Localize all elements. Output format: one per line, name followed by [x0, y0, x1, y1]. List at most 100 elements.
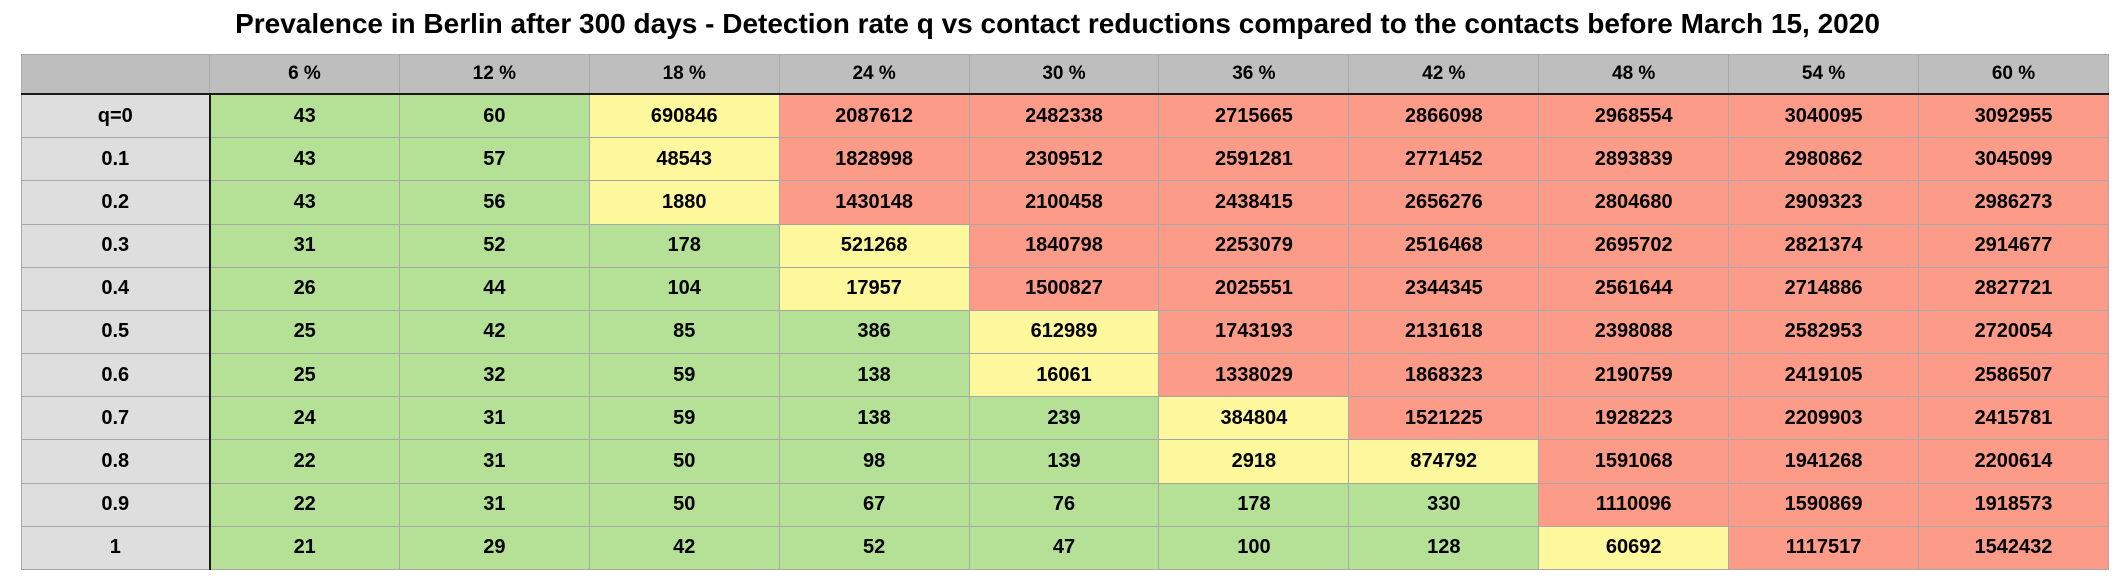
- data-cell: 2482338: [968, 93, 1160, 139]
- data-cell: 2582953: [1728, 309, 1920, 355]
- data-cell: 104: [588, 266, 780, 311]
- row-header: 0.8: [21, 439, 211, 484]
- data-cell: 178: [588, 223, 780, 268]
- data-cell: 2253079: [1158, 223, 1350, 268]
- table-row: 0.7 24 31 59 138 239 384804 1521225 1928223 22099…: [21, 396, 2109, 441]
- table-body: q=0 43 60 690846 2087612 2482338 2715665 286609…: [21, 93, 2109, 571]
- data-cell: 98: [778, 439, 970, 484]
- table-row: 1 21 29 42 52 47 100 128 60692 1117517 1542432: [21, 525, 2109, 571]
- data-cell: 330: [1348, 482, 1540, 527]
- data-cell: 50: [588, 439, 780, 484]
- data-cell: 43: [209, 180, 400, 225]
- column-header: 48 %: [1538, 54, 1730, 95]
- data-cell: 1928223: [1538, 396, 1730, 441]
- data-cell: 59: [588, 353, 780, 398]
- data-cell: 239: [968, 396, 1160, 441]
- data-cell: 2131618: [1348, 309, 1540, 355]
- data-cell: 128: [1348, 525, 1540, 571]
- row-header: 0.1: [21, 137, 211, 182]
- data-cell: 690846: [588, 93, 780, 139]
- data-cell: 2415781: [1918, 396, 2109, 441]
- column-header: 42 %: [1348, 54, 1540, 95]
- data-cell: 2968554: [1538, 93, 1730, 139]
- column-header: 18 %: [588, 54, 780, 95]
- data-cell: 2309512: [968, 137, 1160, 182]
- data-cell: 2656276: [1348, 180, 1540, 225]
- data-cell: 612989: [968, 309, 1160, 355]
- data-cell: 1110096: [1538, 482, 1730, 527]
- data-cell: 1430148: [778, 180, 970, 225]
- data-cell: 59: [588, 396, 780, 441]
- data-cell: 138: [778, 353, 970, 398]
- data-cell: 386: [778, 309, 970, 355]
- corner-cell: [21, 54, 210, 95]
- data-cell: 31: [398, 396, 590, 441]
- data-cell: 67: [778, 482, 970, 527]
- data-cell: 2561644: [1538, 266, 1730, 311]
- data-cell: 42: [398, 309, 590, 355]
- data-cell: 24: [209, 396, 400, 441]
- table-row: 0.8 22 31 50 98 139 2918 874792 1591068 1941268 22…: [21, 439, 2109, 484]
- column-header: 60 %: [1918, 54, 2109, 95]
- data-cell: 2804680: [1538, 180, 1730, 225]
- data-cell: 22: [209, 482, 400, 527]
- data-cell: 2715665: [1158, 93, 1350, 139]
- data-cell: 3092955: [1918, 93, 2109, 139]
- data-cell: 2591281: [1158, 137, 1350, 182]
- data-cell: 26: [209, 266, 400, 311]
- row-header: q=0: [21, 93, 211, 139]
- column-header: 12 %: [398, 54, 590, 95]
- data-cell: 178: [1158, 482, 1350, 527]
- data-cell: 2720054: [1918, 309, 2109, 355]
- data-cell: 2893839: [1538, 137, 1730, 182]
- data-cell: 60: [398, 93, 590, 139]
- data-cell: 1743193: [1158, 309, 1350, 355]
- data-cell: 32: [398, 353, 590, 398]
- data-cell: 57: [398, 137, 590, 182]
- data-cell: 21: [209, 525, 400, 571]
- data-cell: 874792: [1348, 439, 1540, 484]
- data-cell: 50: [588, 482, 780, 527]
- data-cell: 2918: [1158, 439, 1350, 484]
- row-header: 0.2: [21, 180, 211, 225]
- data-cell: 31: [398, 482, 590, 527]
- data-cell: 1941268: [1728, 439, 1920, 484]
- data-cell: 2909323: [1728, 180, 1920, 225]
- data-cell: 2771452: [1348, 137, 1540, 182]
- data-cell: 31: [398, 439, 590, 484]
- data-cell: 25: [209, 353, 400, 398]
- table-row: 0.5 25 42 85 386 612989 1743193 2131618 2398088 2…: [21, 309, 2109, 355]
- data-cell: 29: [398, 525, 590, 571]
- data-cell: 76: [968, 482, 1160, 527]
- table-row: 0.2 43 56 1880 1430148 2100458 2438415 2656276 2…: [21, 180, 2109, 225]
- data-cell: 2025551: [1158, 266, 1350, 311]
- data-cell: 22: [209, 439, 400, 484]
- column-header: 6 %: [209, 54, 400, 95]
- data-cell: 1117517: [1728, 525, 1920, 571]
- data-cell: 2398088: [1538, 309, 1730, 355]
- column-header: 54 %: [1728, 54, 1920, 95]
- data-cell: 2190759: [1538, 353, 1730, 398]
- data-cell: 2087612: [778, 93, 970, 139]
- data-cell: 100: [1158, 525, 1350, 571]
- data-cell: 1918573: [1918, 482, 2109, 527]
- data-cell: 2714886: [1728, 266, 1920, 311]
- data-cell: 2827721: [1918, 266, 2109, 311]
- table-row: q=0 43 60 690846 2087612 2482338 2715665 286609…: [21, 93, 2109, 139]
- data-cell: 521268: [778, 223, 970, 268]
- data-cell: 56: [398, 180, 590, 225]
- data-cell: 48543: [588, 137, 780, 182]
- data-cell: 25: [209, 309, 400, 355]
- data-cell: 3045099: [1918, 137, 2109, 182]
- data-cell: 2866098: [1348, 93, 1540, 139]
- data-cell: 3040095: [1728, 93, 1920, 139]
- row-header: 0.9: [21, 482, 211, 527]
- column-header: 24 %: [778, 54, 970, 95]
- data-cell: 1521225: [1348, 396, 1540, 441]
- data-cell: 139: [968, 439, 1160, 484]
- table-row: 0.3 31 52 178 521268 1840798 2253079 2516468 269…: [21, 223, 2109, 268]
- data-cell: 47: [968, 525, 1160, 571]
- data-cell: 44: [398, 266, 590, 311]
- row-header: 0.5: [21, 309, 211, 355]
- data-cell: 1500827: [968, 266, 1160, 311]
